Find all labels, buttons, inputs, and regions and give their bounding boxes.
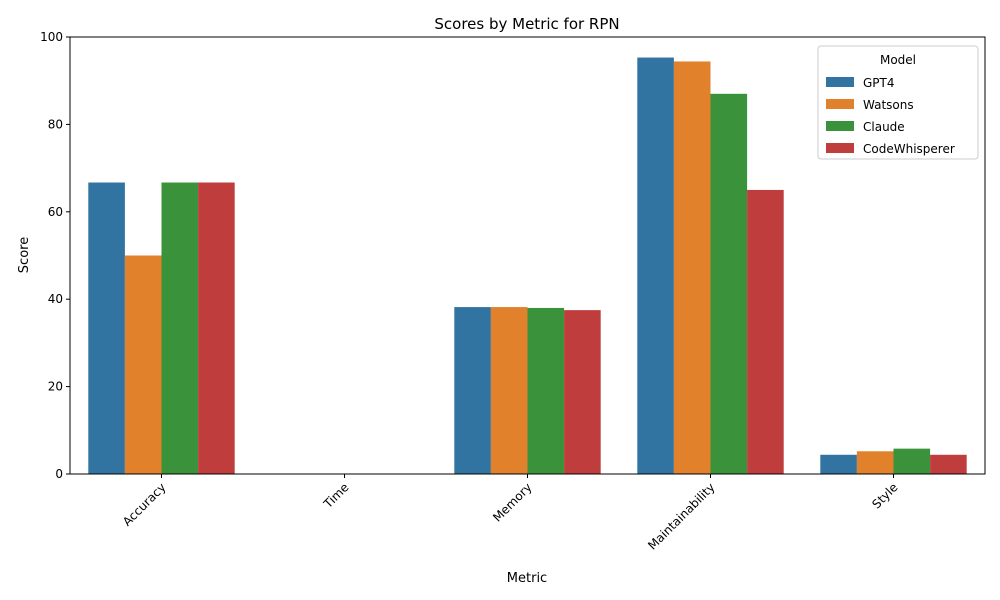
y-axis-label: Score — [17, 237, 32, 273]
bar-gpt4-maintainability — [637, 57, 674, 474]
bar-gpt4-accuracy — [88, 182, 125, 474]
bar-codewhisperer-accuracy — [198, 182, 235, 474]
bar-watsons-maintainability — [673, 61, 711, 474]
y-tick-label: 20 — [48, 380, 63, 394]
bar-watsons-style — [856, 451, 894, 474]
legend-label-gpt4: GPT4 — [863, 76, 895, 90]
legend-swatch-gpt4 — [826, 77, 854, 87]
y-tick-label: 0 — [55, 467, 63, 481]
bar-codewhisperer-style — [930, 454, 967, 474]
bar-codewhisperer-maintainability — [747, 189, 784, 474]
bar-gpt4-style — [820, 454, 857, 474]
bar-claude-memory — [527, 307, 565, 474]
chart-title: Scores by Metric for RPN — [434, 15, 619, 33]
bar-claude-maintainability — [710, 93, 748, 474]
bar-gpt4-memory — [454, 307, 491, 474]
bar-claude-accuracy — [161, 182, 199, 474]
legend: Model GPT4 Watsons Claude CodeWhisperer — [817, 45, 979, 160]
legend-box — [817, 45, 979, 160]
bar-codewhisperer-memory — [564, 310, 601, 475]
bar-watsons-accuracy — [124, 255, 162, 474]
legend-label-claude: Claude — [863, 120, 905, 134]
legend-label-watsons: Watsons — [863, 98, 914, 112]
y-tick-label: 100 — [40, 30, 63, 44]
bar-watsons-memory — [490, 307, 528, 474]
legend-title: Model — [880, 53, 916, 67]
legend-swatch-codewhisperer — [826, 143, 854, 153]
y-tick-label: 60 — [48, 205, 63, 219]
x-axis-label: Metric — [507, 571, 547, 586]
y-tick-label: 40 — [48, 292, 63, 306]
y-tick-label: 80 — [48, 117, 63, 131]
bar-claude-style — [893, 448, 931, 474]
legend-swatch-watsons — [826, 99, 854, 109]
legend-label-codewhisperer: CodeWhisperer — [863, 142, 955, 156]
bars-layer — [88, 57, 967, 475]
legend-swatch-claude — [826, 121, 854, 131]
